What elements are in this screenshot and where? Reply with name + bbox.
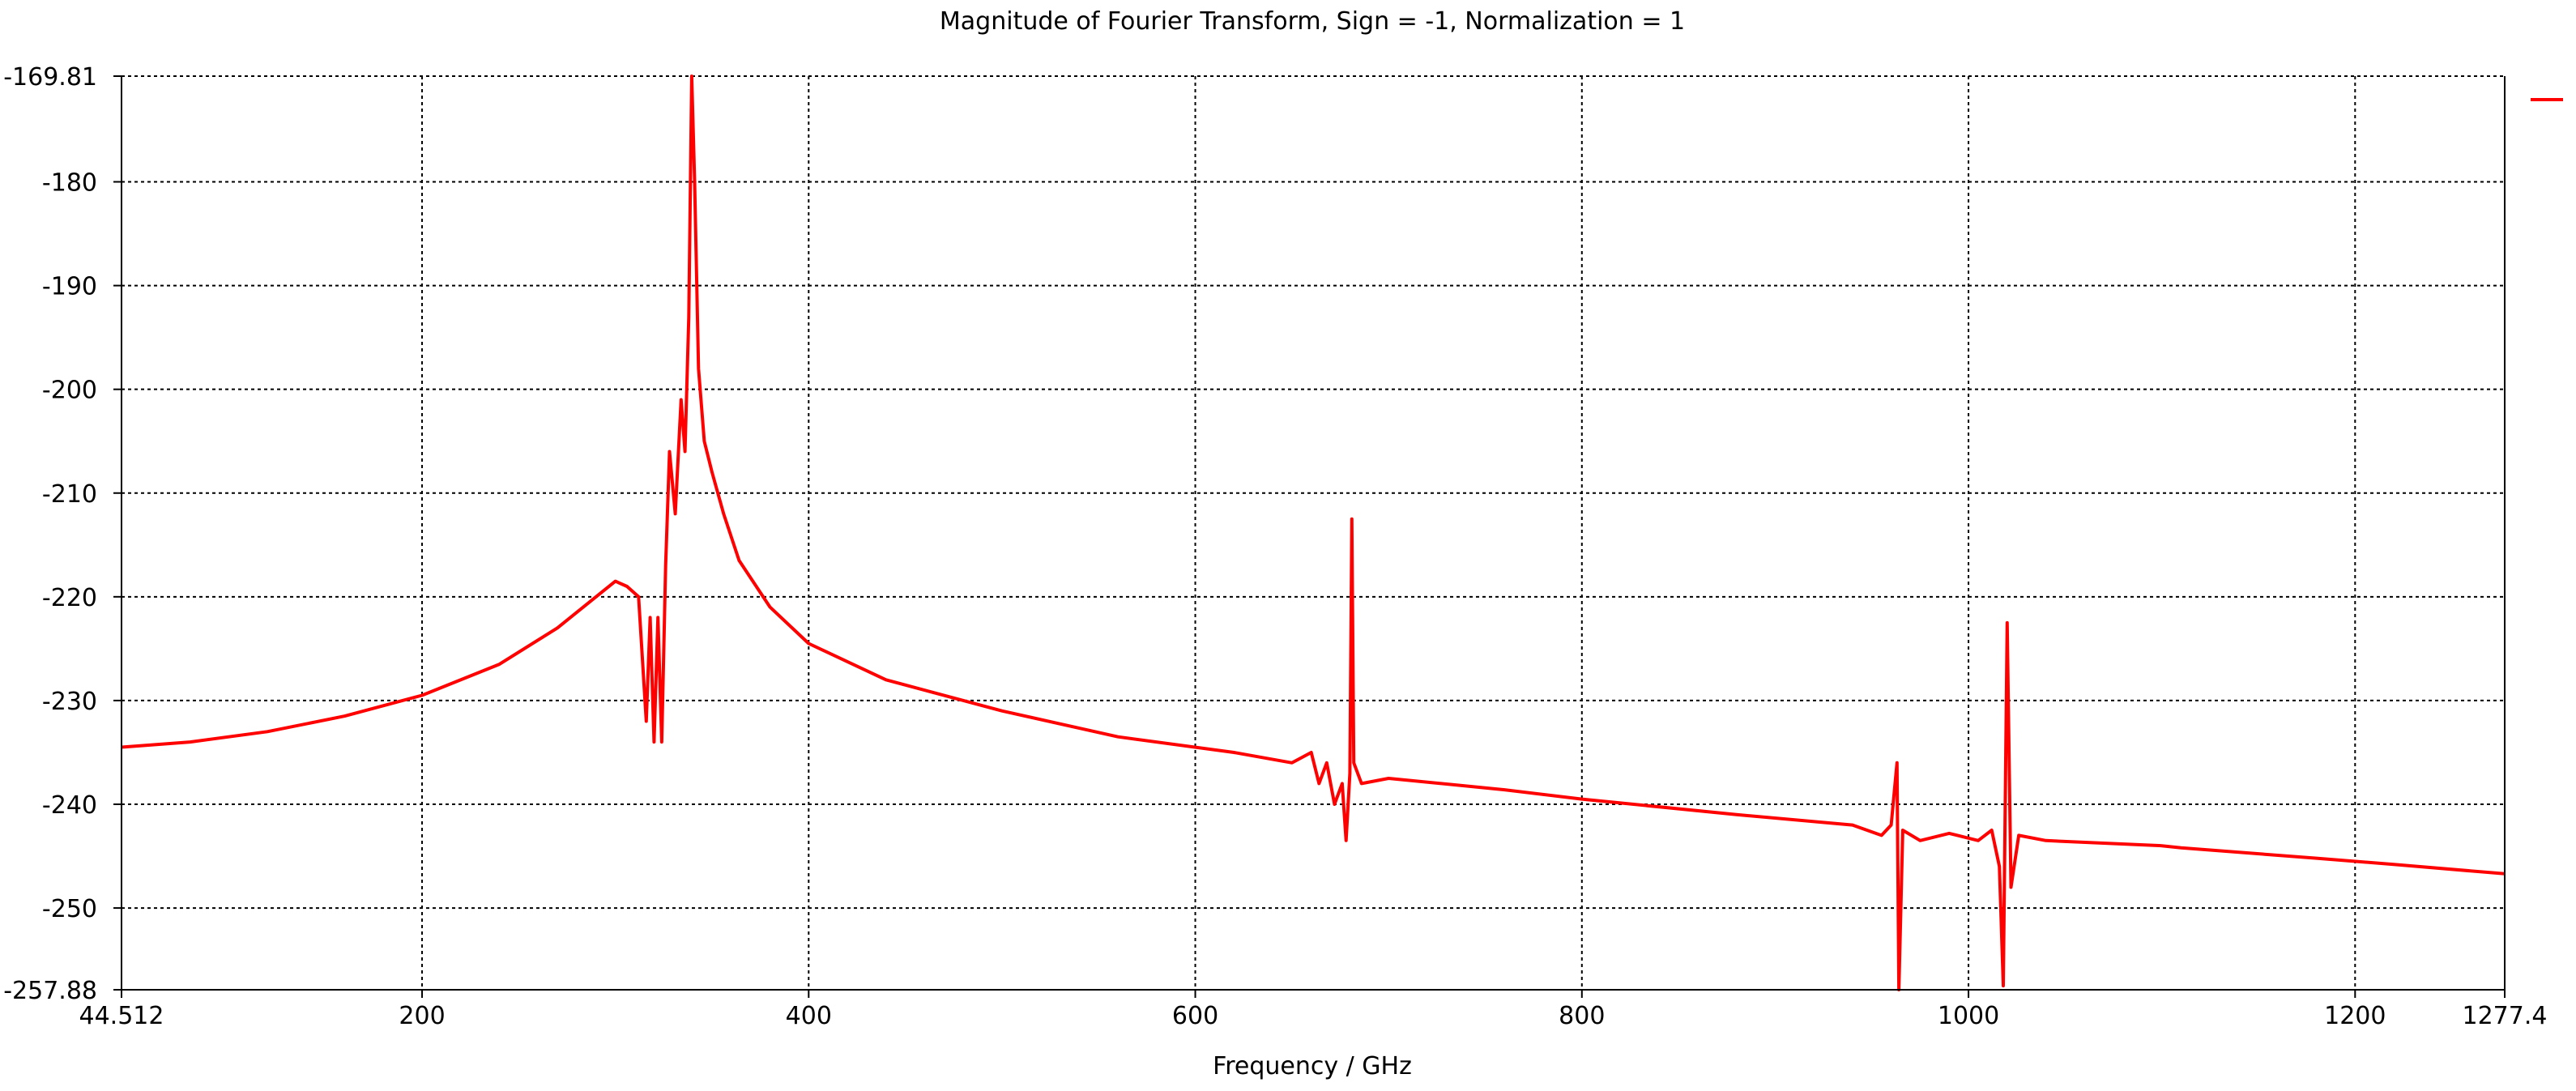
x-tick-label: 600 — [1172, 1002, 1218, 1030]
y-tick-label: -230 — [42, 688, 97, 716]
y-tick-label: -200 — [42, 377, 97, 405]
y-tick-label: -220 — [42, 584, 97, 612]
x-tick-label: 800 — [1559, 1002, 1605, 1030]
axes — [121, 76, 2506, 991]
series-line — [121, 75, 2506, 991]
x-tick-label: 44.512 — [79, 1002, 164, 1030]
y-tick-label: -250 — [42, 895, 97, 923]
y-tick-label: -210 — [42, 480, 97, 509]
y-tick-label: -169.81 — [3, 63, 97, 92]
series-layer — [121, 75, 2506, 991]
y-tick-label: -180 — [42, 169, 97, 198]
y-tick-label: -257.88 — [3, 977, 97, 1005]
x-tick-label: 200 — [399, 1002, 445, 1030]
y-tick-label: -190 — [42, 273, 97, 301]
y-tick-label: -240 — [42, 791, 97, 820]
x-tick-label: 1200 — [2324, 1002, 2386, 1030]
x-tick-label: 400 — [786, 1002, 832, 1030]
x-axis-label: Frequency / GHz — [1213, 1052, 1412, 1080]
x-tick-label: 1000 — [1938, 1002, 1999, 1030]
grid — [122, 75, 2505, 990]
x-tick-label: 1277.4 — [2463, 1002, 2548, 1030]
chart-title: Magnitude of Fourier Transform, Sign = -… — [940, 7, 1685, 36]
tick-labels: 44.512 200 400 600 800 1000 1200 1277.4 -169.81 -… — [3, 63, 2547, 1030]
